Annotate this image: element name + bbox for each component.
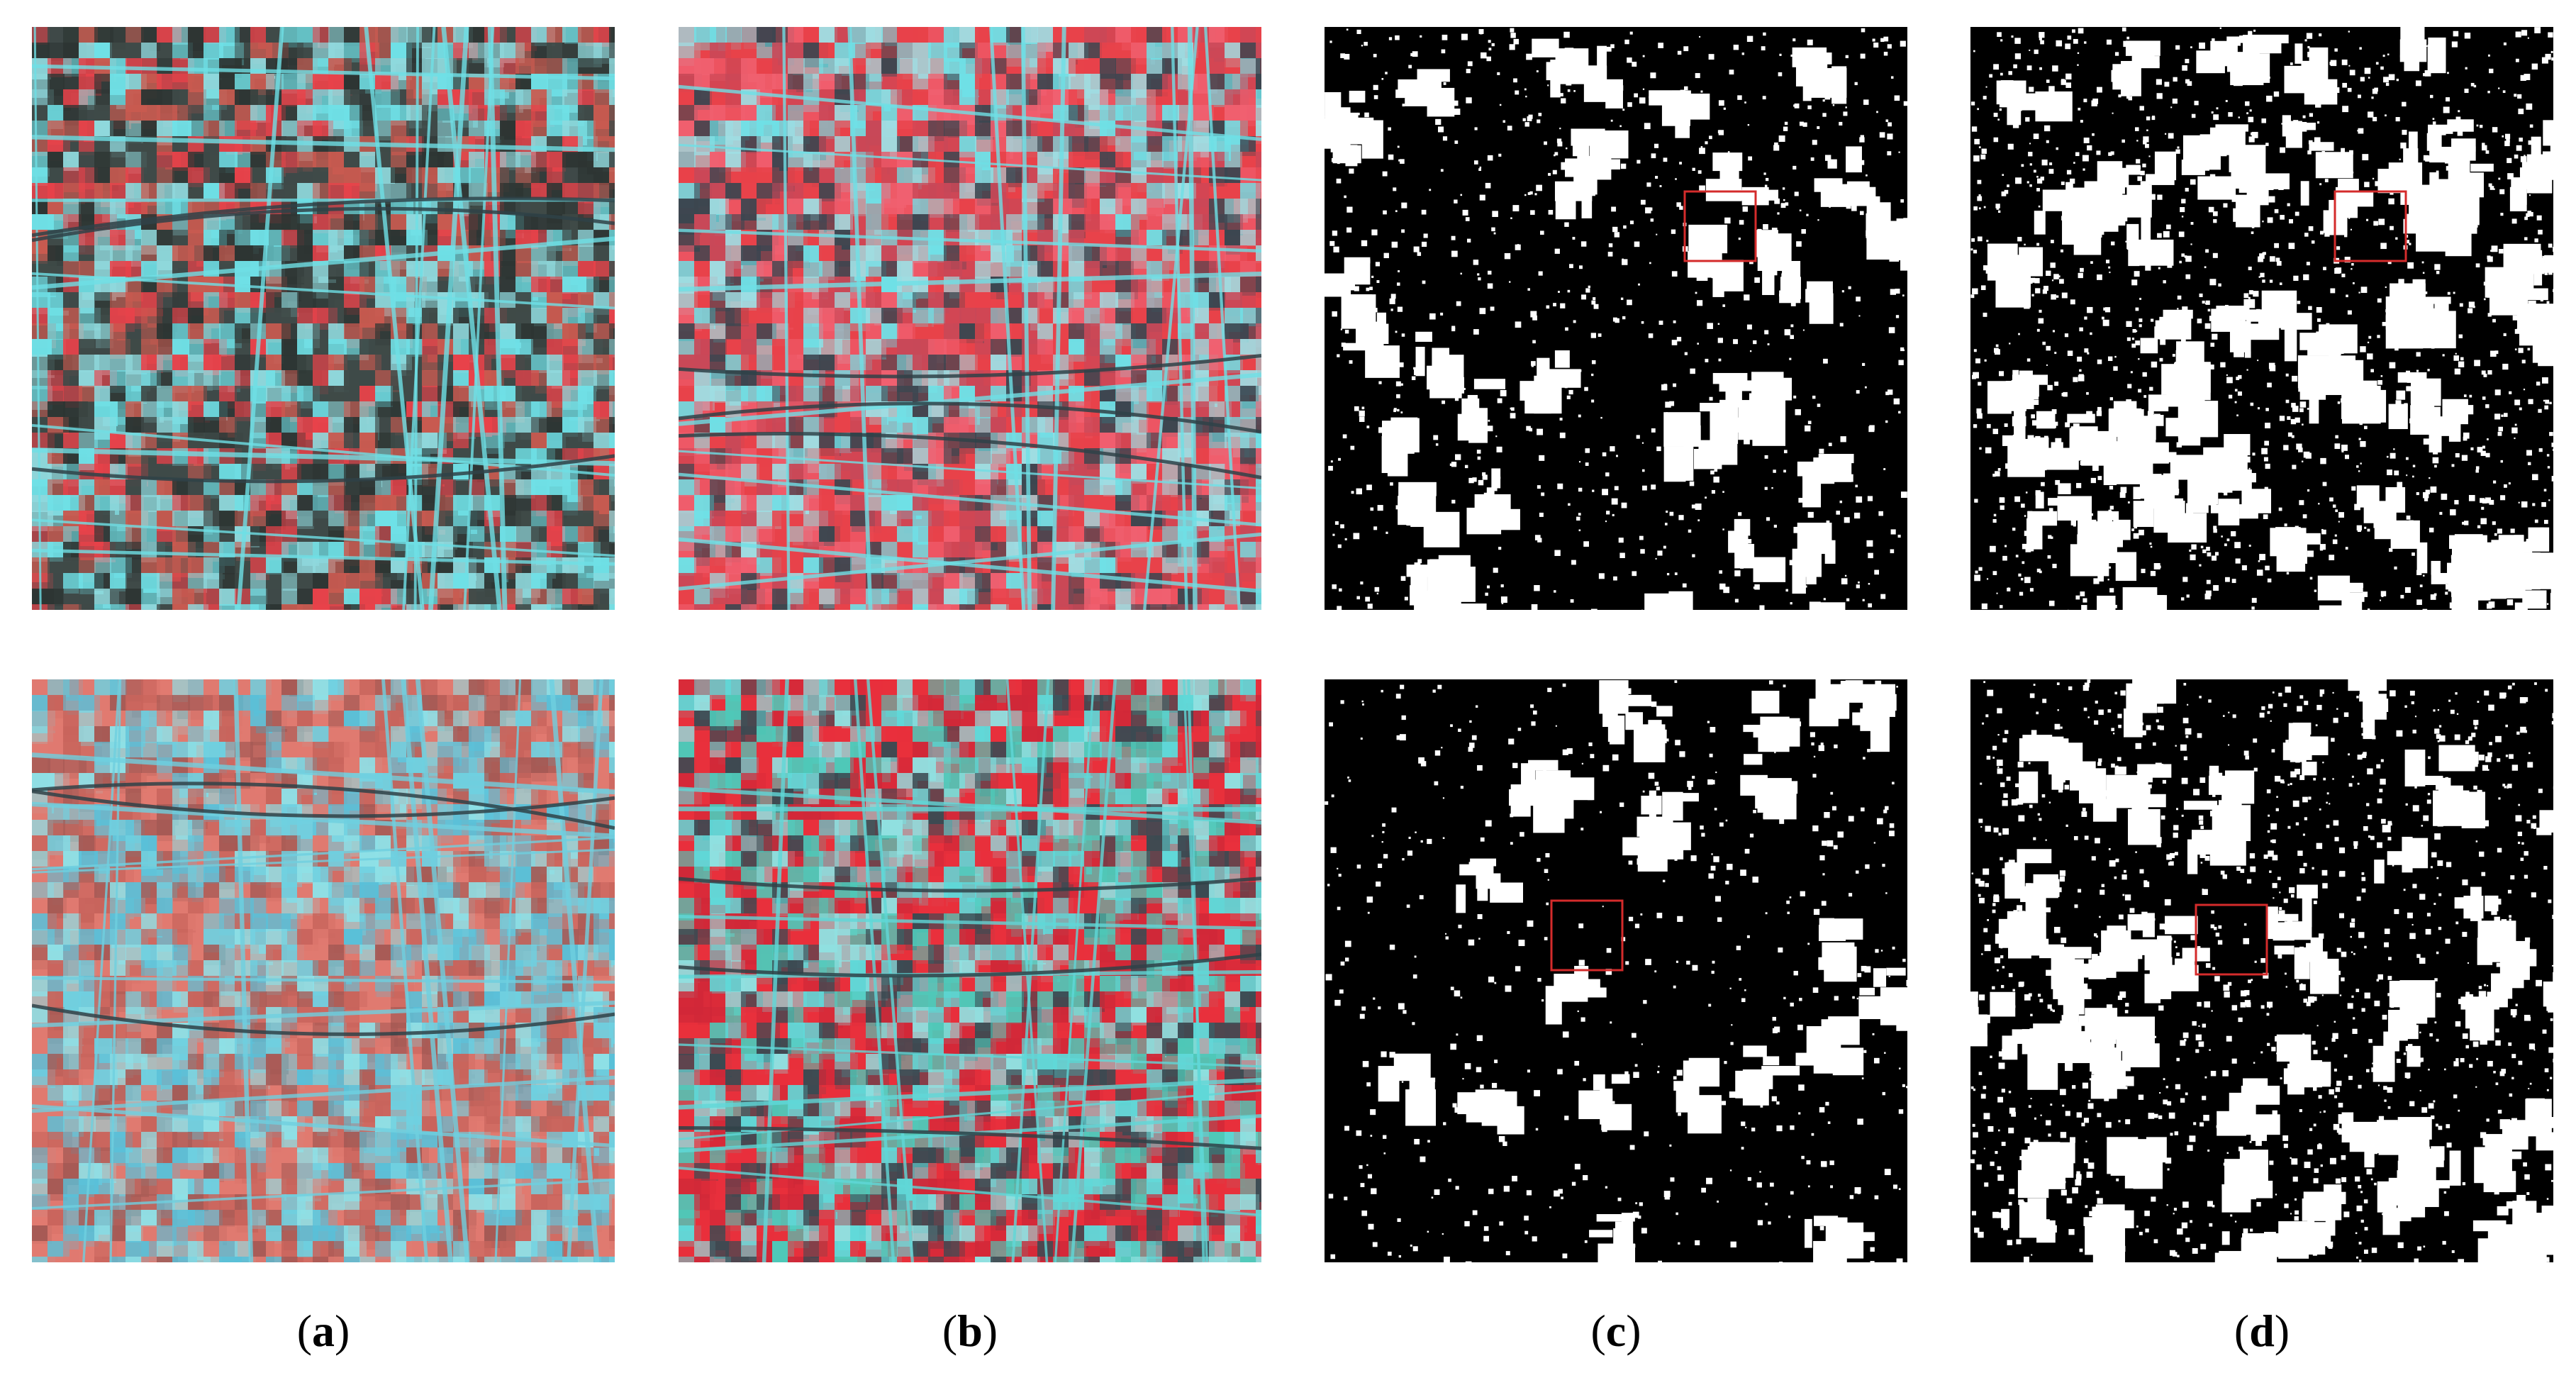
change-map-c-bottom-canvas	[1325, 679, 1907, 1262]
image-b-top-canvas	[679, 27, 1261, 610]
change-map-d-top-canvas	[1970, 27, 2553, 610]
change-map-c-top-canvas	[1325, 27, 1907, 610]
change-map-d-bottom-canvas	[1970, 679, 2553, 1262]
image-a-bottom-canvas	[32, 679, 615, 1262]
image-b-bottom-canvas	[679, 679, 1261, 1262]
change-map-c-top	[1325, 27, 1907, 610]
false-color-image-a-bottom	[32, 679, 615, 1262]
caption-b: (b)	[942, 1306, 998, 1356]
caption-c: (c)	[1590, 1306, 1641, 1356]
change-map-d-bottom	[1970, 679, 2553, 1262]
false-color-image-b-bottom	[679, 679, 1261, 1262]
change-map-c-bottom	[1325, 679, 1907, 1262]
false-color-image-a-top	[32, 27, 615, 610]
change-map-d-top	[1970, 27, 2553, 610]
false-color-image-b-top	[679, 27, 1261, 610]
caption-d: (d)	[2234, 1306, 2290, 1356]
image-a-top-canvas	[32, 27, 615, 610]
caption-a: (a)	[296, 1306, 350, 1356]
